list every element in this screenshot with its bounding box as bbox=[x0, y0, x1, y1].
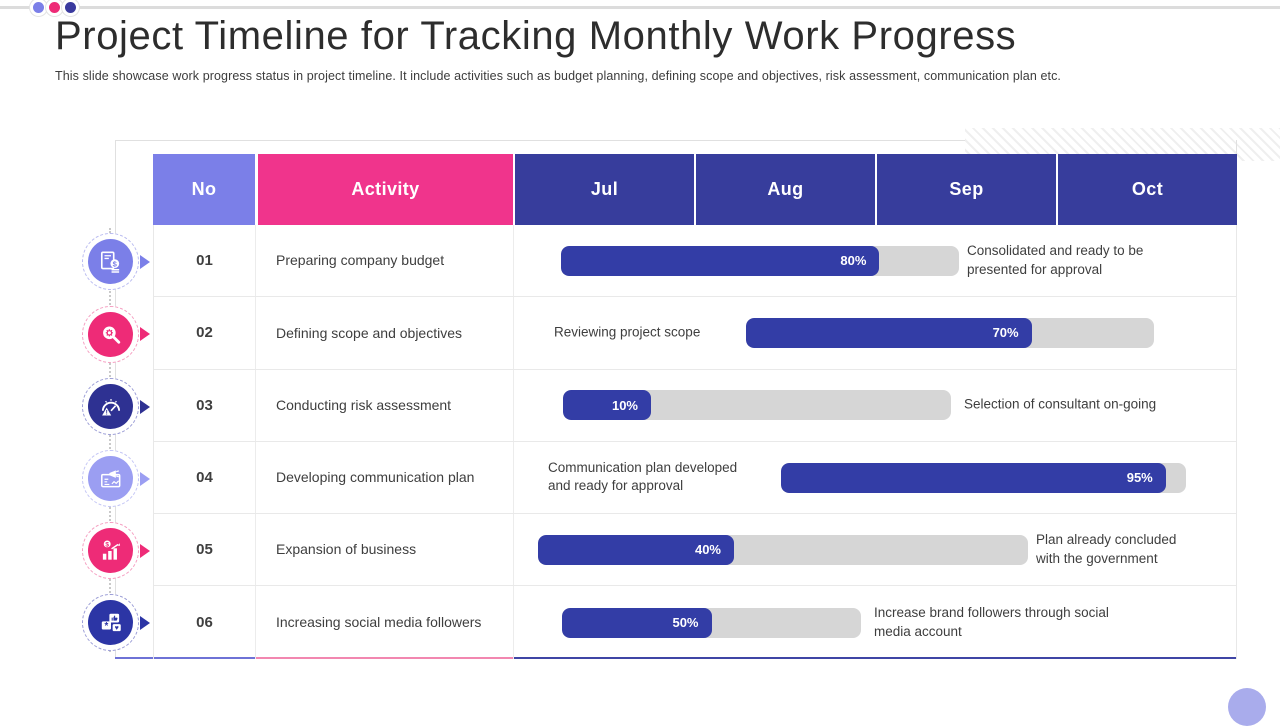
timeline-cell: 40% Plan already concluded with the gove… bbox=[514, 514, 1236, 585]
top-divider-line bbox=[0, 6, 1280, 9]
header-cell-oct: Oct bbox=[1056, 154, 1237, 225]
corner-dot bbox=[1228, 688, 1266, 726]
table-row: 04 Developing communication plan Communi… bbox=[154, 441, 1236, 515]
table-row: 02 Defining scope and objectives Reviewi… bbox=[154, 297, 1236, 370]
table-bottom-border-activity bbox=[255, 657, 513, 659]
header-cell-sep: Sep bbox=[875, 154, 1056, 225]
timeline-cell: Communication plan developed and ready f… bbox=[514, 442, 1236, 513]
progress-bar-track: 40% bbox=[538, 534, 1028, 565]
row-number: 02 bbox=[154, 297, 256, 369]
svg-text:$: $ bbox=[105, 541, 109, 548]
progress-percent-label: 70% bbox=[992, 325, 1019, 341]
svg-text:!: ! bbox=[105, 409, 107, 416]
activity-label: Expansion of business bbox=[256, 514, 514, 586]
progress-bar-fill: 50% bbox=[562, 607, 712, 638]
social-media-icon: * ♥ bbox=[82, 594, 139, 651]
page-title: Project Timeline for Tracking Monthly Wo… bbox=[55, 14, 1017, 58]
progress-bar-fill: 70% bbox=[746, 317, 1032, 348]
slide-dot-purple bbox=[33, 2, 44, 13]
activity-label: Increasing social media followers bbox=[256, 586, 514, 659]
row-number: 01 bbox=[154, 225, 256, 297]
table-row: 05 Expansion of business 40% Plan alread… bbox=[154, 514, 1236, 587]
slide-dot-pink bbox=[49, 2, 60, 13]
progress-percent-label: 40% bbox=[694, 542, 721, 558]
table-top-border bbox=[115, 140, 965, 141]
table-row: 03 Conducting risk assessment 10% Select… bbox=[154, 369, 1236, 442]
progress-percent-label: 80% bbox=[840, 253, 867, 269]
progress-lead-note: Communication plan developed and ready f… bbox=[548, 459, 738, 494]
svg-text:♥: ♥ bbox=[114, 624, 118, 631]
progress-percent-label: 95% bbox=[1126, 470, 1153, 486]
activity-label: Conducting risk assessment bbox=[256, 369, 514, 441]
progress-percent-label: 10% bbox=[611, 397, 638, 413]
progress-bar-track: 95% bbox=[781, 462, 1186, 493]
icon-rail-dotted-line bbox=[109, 228, 111, 652]
progress-bar-track: 50% bbox=[562, 607, 861, 638]
table-bottom-border-months bbox=[513, 657, 1237, 659]
progress-note: Selection of consultant on-going bbox=[964, 396, 1157, 412]
svg-text:$: $ bbox=[112, 259, 117, 268]
activity-label: Developing communication plan bbox=[256, 441, 514, 514]
progress-note: Consolidated and ready to be presented f… bbox=[967, 242, 1144, 277]
progress-bar-track: 70% bbox=[746, 317, 1154, 348]
row-arrow-icon bbox=[140, 616, 150, 630]
row-arrow-icon bbox=[140, 327, 150, 341]
communication-megaphone-icon bbox=[82, 450, 139, 507]
progress-bar-track: 10% bbox=[563, 390, 951, 421]
header-cell-no: No bbox=[153, 154, 255, 225]
table-header-row: No Activity Jul Aug Sep Oct bbox=[153, 154, 1237, 225]
row-arrow-icon bbox=[140, 472, 150, 486]
progress-note: Plan already concluded with the governme… bbox=[1036, 531, 1177, 566]
activity-label: Defining scope and objectives bbox=[256, 297, 514, 369]
progress-bar-fill: 10% bbox=[563, 390, 651, 421]
progress-bar-fill: 95% bbox=[781, 462, 1166, 493]
header-cell-activity: Activity bbox=[255, 154, 513, 225]
progress-percent-label: 50% bbox=[672, 615, 699, 631]
svg-text:*: * bbox=[104, 621, 108, 632]
page-subtitle: This slide showcase work progress status… bbox=[55, 69, 1061, 83]
risk-gauge-icon: ! bbox=[82, 378, 139, 435]
timeline-cell: 10% Selection of consultant on-going bbox=[514, 370, 1236, 441]
header-cell-aug: Aug bbox=[694, 154, 875, 225]
timeline-cell: 50% Increase brand followers through soc… bbox=[514, 586, 1236, 658]
table-row: 01 Preparing company budget 80% Consolid… bbox=[154, 225, 1236, 298]
progress-lead-note: Reviewing project scope bbox=[554, 324, 701, 340]
header-cell-jul: Jul bbox=[513, 154, 694, 225]
row-number: 04 bbox=[154, 441, 256, 514]
timeline-cell: Reviewing project scope 70% bbox=[514, 297, 1236, 368]
business-growth-icon: $ bbox=[82, 522, 139, 579]
row-arrow-icon bbox=[140, 400, 150, 414]
scope-search-icon bbox=[82, 306, 139, 363]
progress-bar-track: 80% bbox=[561, 245, 959, 276]
row-arrow-icon bbox=[140, 544, 150, 558]
row-arrow-icon bbox=[140, 255, 150, 269]
table-body: 01 Preparing company budget 80% Consolid… bbox=[153, 225, 1237, 659]
progress-table: No Activity Jul Aug Sep Oct 01 Preparing… bbox=[115, 140, 1237, 660]
activity-label: Preparing company budget bbox=[256, 225, 514, 297]
budget-icon: $ bbox=[82, 233, 139, 290]
row-number: 05 bbox=[154, 514, 256, 586]
table-bottom-border-no bbox=[115, 657, 255, 659]
progress-bar-fill: 80% bbox=[561, 245, 880, 276]
row-number: 06 bbox=[154, 586, 256, 659]
table-row: 06 Increasing social media followers 50%… bbox=[154, 586, 1236, 659]
progress-note: Increase brand followers through social … bbox=[874, 604, 1109, 639]
progress-bar-fill: 40% bbox=[538, 534, 734, 565]
timeline-cell: 80% Consolidated and ready to be present… bbox=[514, 225, 1236, 296]
row-number: 03 bbox=[154, 369, 256, 441]
slide-dot-blue bbox=[65, 2, 76, 13]
